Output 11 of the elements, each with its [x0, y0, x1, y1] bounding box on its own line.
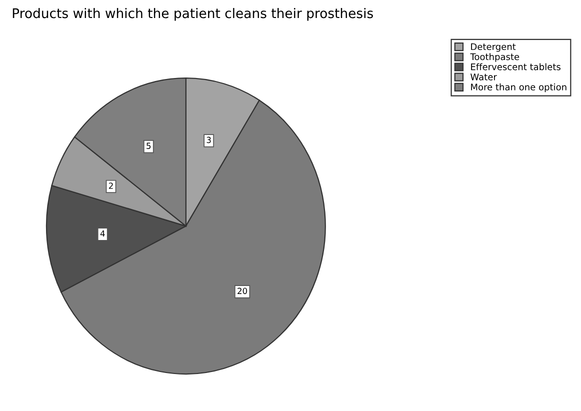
- legend-label: Toothpaste: [470, 53, 520, 62]
- legend-label: Effervescent tablets: [471, 63, 560, 70]
- legend-label: Detergent: [471, 43, 516, 52]
- legend-label: More than one option: [471, 83, 566, 92]
- data-label: 4: [100, 230, 105, 237]
- data-label: 5: [146, 142, 151, 149]
- data-label: 3: [206, 136, 211, 144]
- data-label: 2: [108, 182, 113, 189]
- legend-label: Water: [470, 74, 497, 80]
- data-label: 20: [238, 288, 248, 294]
- chart-title: Products with which the patient cleans their prosthesis: [12, 8, 373, 21]
